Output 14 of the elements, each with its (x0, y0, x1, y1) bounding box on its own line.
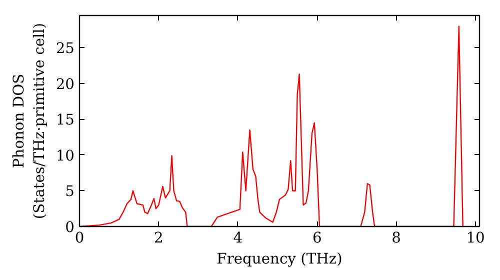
x-axis-title: Frequency (THz) (216, 250, 342, 268)
y-tick-label: 5 (65, 183, 75, 200)
x-tick-label: 6 (312, 230, 322, 246)
line-series (80, 26, 464, 226)
y-tick-label: 15 (56, 112, 75, 129)
y-tick-label: 25 (56, 40, 75, 58)
x-tick-label: 4 (233, 230, 243, 246)
y-tick-label: 20 (56, 76, 75, 93)
y-tick-label: 0 (65, 219, 75, 236)
y-tick-label: 10 (56, 147, 75, 164)
x-tick-label: 10 (466, 230, 485, 246)
x-tick-label: 2 (154, 230, 164, 246)
y-axis-title: Phonon DOS (States/THz·primitive cell) (10, 22, 48, 220)
x-tick-label: 8 (392, 230, 401, 246)
